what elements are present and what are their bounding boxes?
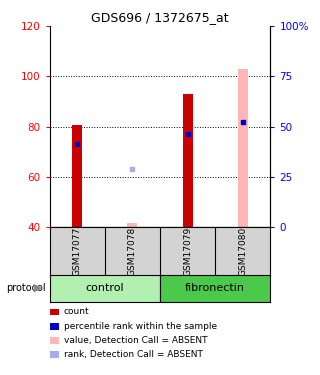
Bar [72,125,82,227]
Text: control: control [85,284,124,293]
Text: rank, Detection Call = ABSENT: rank, Detection Call = ABSENT [64,350,203,359]
Text: ▶: ▶ [34,283,42,293]
Bar [127,223,137,227]
Text: value, Detection Call = ABSENT: value, Detection Call = ABSENT [64,336,207,345]
Bar [50,275,160,302]
Text: GSM17080: GSM17080 [238,226,247,276]
Bar [160,275,270,302]
Text: GSM17077: GSM17077 [73,226,82,276]
Text: fibronectin: fibronectin [185,284,245,293]
Title: GDS696 / 1372675_at: GDS696 / 1372675_at [91,11,229,24]
Text: GSM17079: GSM17079 [183,226,192,276]
Text: count: count [64,308,90,316]
Text: GSM17078: GSM17078 [128,226,137,276]
Text: percentile rank within the sample: percentile rank within the sample [64,322,217,331]
Bar [238,69,248,227]
Text: protocol: protocol [6,283,46,293]
Bar [183,94,193,227]
